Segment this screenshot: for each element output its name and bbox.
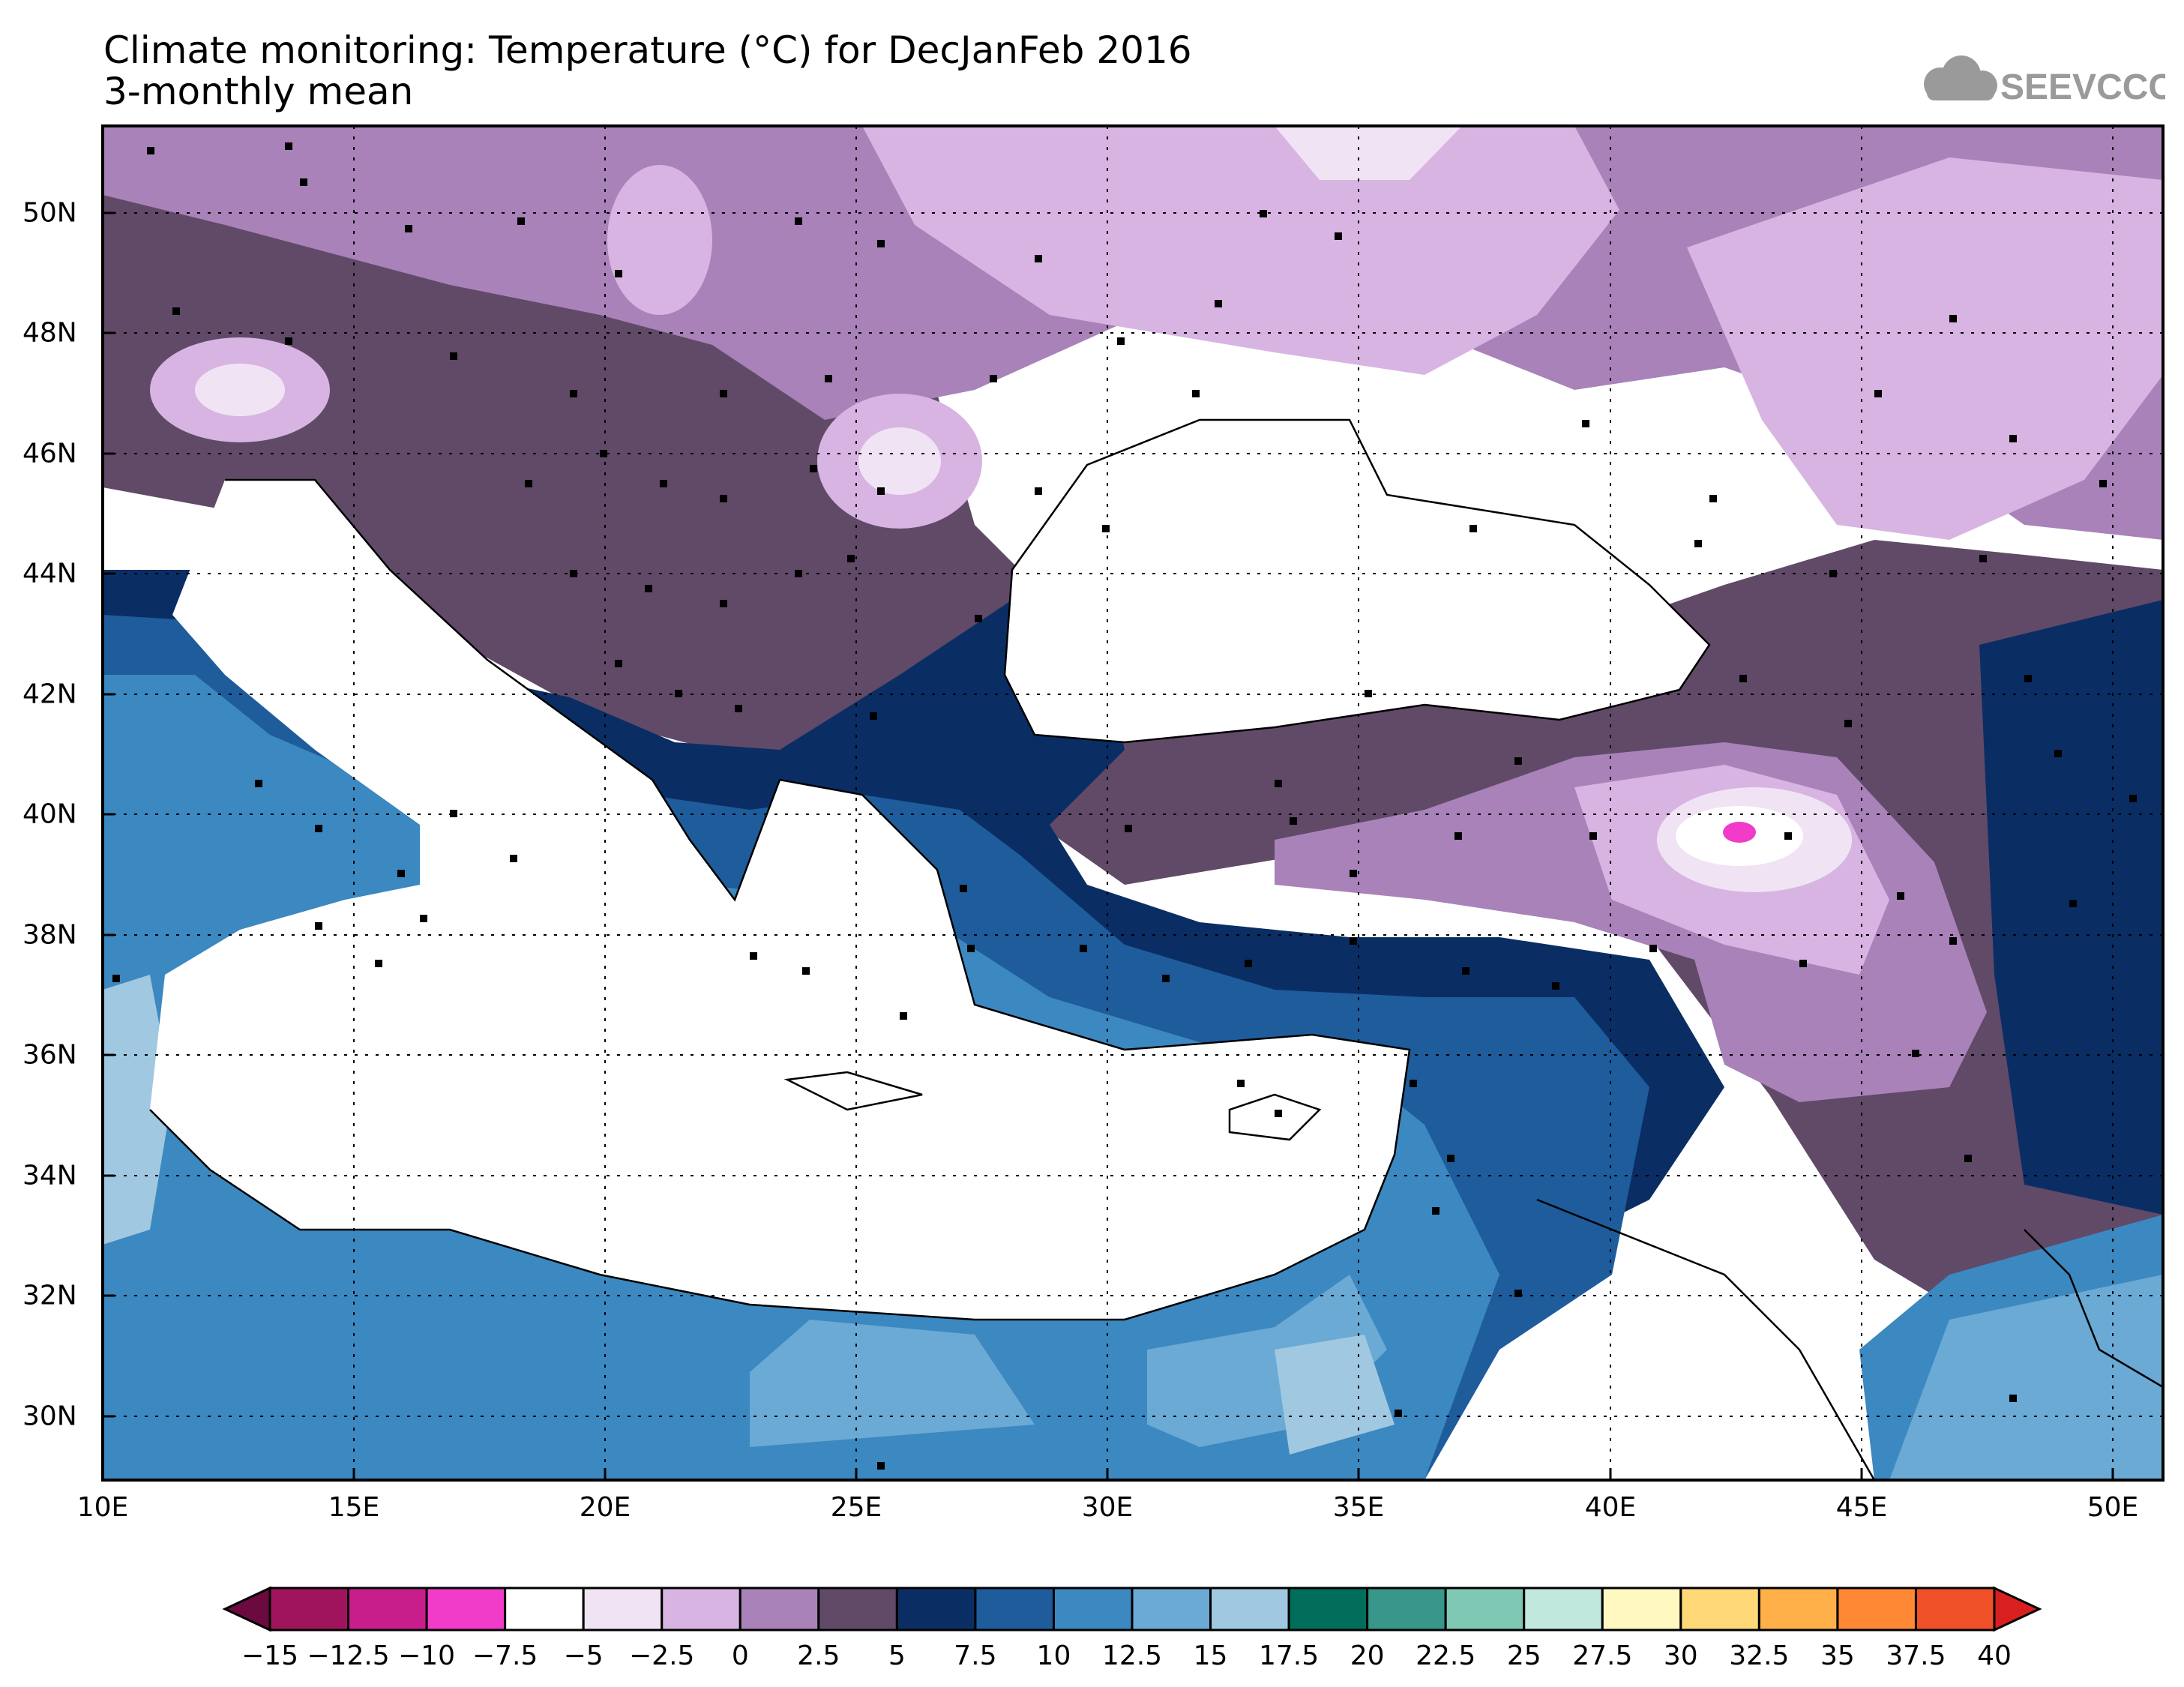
colorbar-box (817, 1587, 898, 1632)
colorbar-label: 7.5 (954, 1641, 996, 1671)
colorbar-min-arrow (222, 1586, 271, 1632)
colorbar-box (1209, 1587, 1290, 1632)
colorbar-label: −15 (241, 1641, 298, 1671)
colorbar-label: 37.5 (1886, 1641, 1946, 1671)
colorbar-box (1836, 1587, 1917, 1632)
colorbar-label: 40 (1977, 1641, 2012, 1671)
seevccc-logo: SEEVCCC (1924, 55, 2165, 107)
y-tick-38N: 38N (22, 919, 77, 951)
y-tick-36N: 36N (22, 1039, 77, 1071)
colorbar-box (1523, 1587, 1604, 1632)
colorbar-box (1131, 1587, 1212, 1632)
colorbar-label: 15 (1194, 1641, 1228, 1671)
colorbar-box (1444, 1587, 1526, 1632)
colorbar-box (1679, 1587, 1760, 1632)
colorbar-label: 10 (1037, 1641, 1071, 1671)
y-tick-50N: 50N (22, 197, 77, 229)
x-tick-35E: 35E (1332, 1492, 1385, 1523)
x-tick-50E: 50E (2087, 1492, 2139, 1523)
y-tick-42N: 42N (22, 679, 77, 710)
station-markers (112, 142, 2137, 1470)
colorbar-box (268, 1587, 350, 1632)
colorbar-label: 22.5 (1416, 1641, 1475, 1671)
y-tick-30N: 30N (22, 1401, 77, 1432)
colorbar-label: 2.5 (797, 1641, 840, 1671)
y-tick-48N: 48N (22, 317, 77, 349)
x-tick-45E: 45E (1835, 1492, 1888, 1523)
x-tick-20E: 20E (579, 1492, 631, 1523)
colorbar-label: 17.5 (1259, 1641, 1319, 1671)
colorbar-label: 25 (1507, 1641, 1541, 1671)
colorbar-label: −12.5 (307, 1641, 389, 1671)
temperature-fields (103, 126, 2163, 1480)
map-title: Climate monitoring: Temperature (°C) for… (103, 28, 1192, 72)
colorbar-box (738, 1587, 820, 1632)
x-tick-15E: 15E (328, 1492, 380, 1523)
colorbar-label: 35 (1820, 1641, 1855, 1671)
colorbar-box (1287, 1587, 1369, 1632)
colorbar-label: 0 (732, 1641, 749, 1671)
colorbar-box (504, 1587, 585, 1632)
colorbar-box (895, 1587, 977, 1632)
colorbar-label: 27.5 (1572, 1641, 1632, 1671)
colorbar-label: −5 (564, 1641, 604, 1671)
colorbar-box (1366, 1587, 1447, 1632)
y-tick-34N: 34N (22, 1160, 77, 1191)
map-subtitle: 3-monthly mean (103, 70, 414, 113)
colorbar-box (974, 1587, 1055, 1632)
logo-text: SEEVCCC (2000, 67, 2165, 107)
colorbar-box (347, 1587, 428, 1632)
y-tick-46N: 46N (22, 438, 77, 469)
colorbar: −15 −12.5 −10 −7.5 −5 −2.5 0 2.5 5 7.5 10 12.5 15 17.… (222, 1586, 2042, 1671)
y-tick-40N: 40N (22, 799, 77, 830)
y-tick-44N: 44N (22, 558, 77, 589)
x-tick-30E: 30E (1081, 1492, 1134, 1523)
colorbar-label: −7.5 (472, 1641, 538, 1671)
x-tick-25E: 25E (830, 1492, 882, 1523)
colorbar-label: 32.5 (1729, 1641, 1789, 1671)
colorbar-max-arrow (1993, 1586, 2042, 1632)
colorbar-box (661, 1587, 741, 1632)
colorbar-box (425, 1587, 507, 1632)
x-tick-10E: 10E (76, 1492, 129, 1523)
colorbar-box (1914, 1587, 1996, 1632)
colorbar-box (1757, 1587, 1839, 1632)
colorbar-label: 5 (888, 1641, 906, 1671)
colorbar-label: 30 (1664, 1641, 1698, 1671)
colorbar-box (1601, 1587, 1682, 1632)
colorbar-label: 12.5 (1102, 1641, 1162, 1671)
colorbar-label: −10 (398, 1641, 455, 1671)
y-tick-32N: 32N (22, 1280, 77, 1311)
colorbar-box (1052, 1587, 1134, 1632)
colorbar-label: 20 (1350, 1641, 1385, 1671)
x-tick-40E: 40E (1584, 1492, 1637, 1523)
colorbar-box (582, 1587, 664, 1632)
colorbar-label: −2.5 (629, 1641, 694, 1671)
